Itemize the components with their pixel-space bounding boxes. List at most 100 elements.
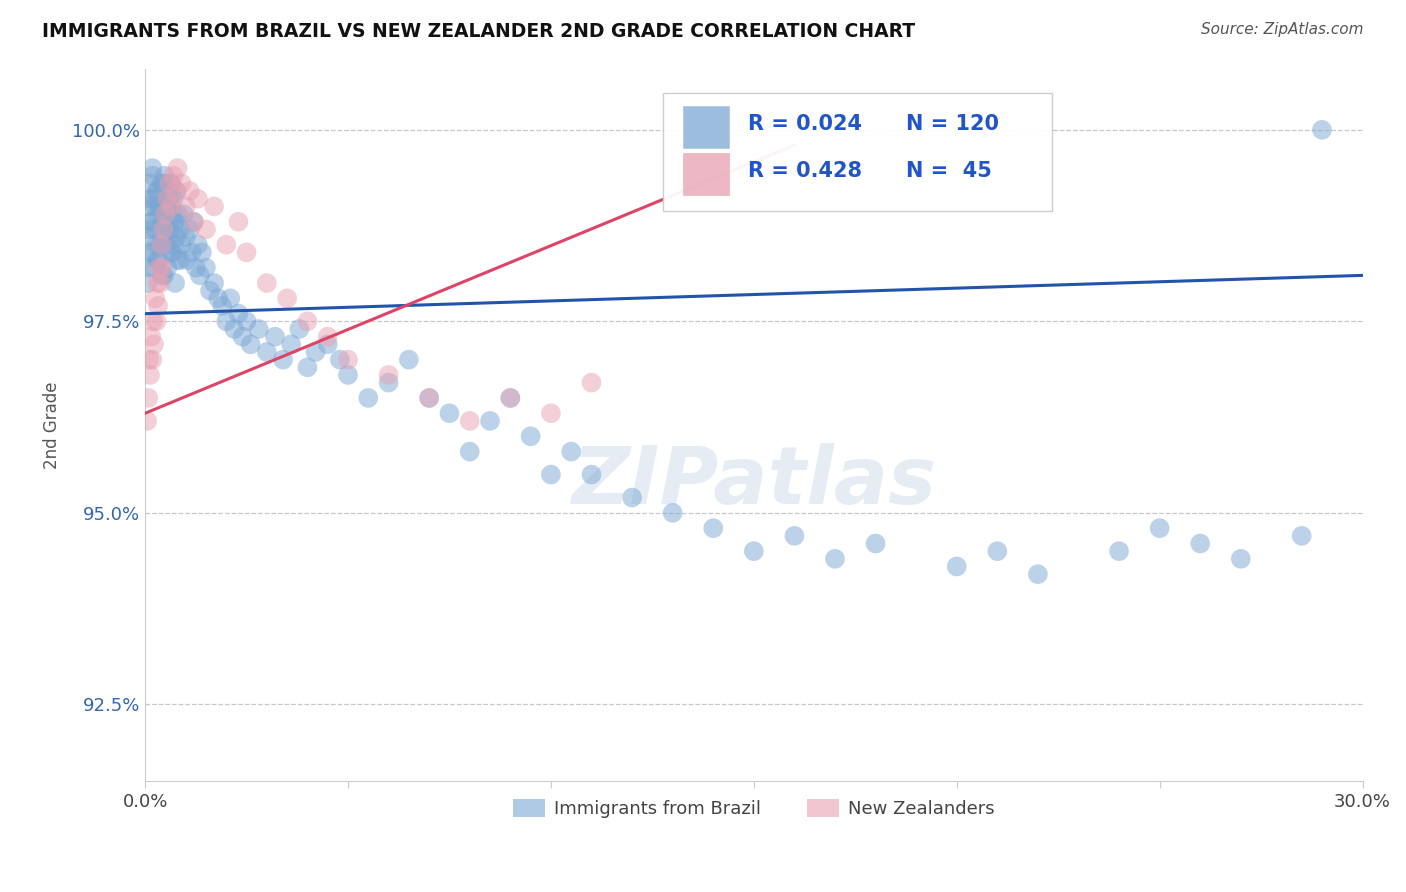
Point	[157, 192, 180, 206]
Point	[235, 245, 257, 260]
Point	[138, 199, 160, 213]
Point	[136, 414, 159, 428]
Point	[162, 245, 184, 260]
Point	[139, 368, 162, 382]
Point	[152, 215, 174, 229]
Point	[202, 276, 225, 290]
Point	[150, 260, 173, 275]
Point	[155, 207, 177, 221]
Point	[183, 215, 205, 229]
Point	[157, 192, 180, 206]
Point	[159, 222, 181, 236]
Point	[155, 207, 177, 221]
Point	[169, 222, 191, 236]
Point	[239, 337, 262, 351]
Point	[141, 215, 163, 229]
Point	[159, 177, 181, 191]
Point	[150, 268, 173, 283]
Point	[146, 207, 169, 221]
Point	[142, 260, 165, 275]
Point	[163, 237, 186, 252]
Point	[280, 337, 302, 351]
Point	[143, 222, 166, 236]
Text: N = 120: N = 120	[905, 114, 1000, 134]
Point	[742, 544, 765, 558]
Point	[177, 253, 200, 268]
Point	[986, 544, 1008, 558]
Point	[141, 215, 163, 229]
Point	[621, 491, 644, 505]
Point	[148, 260, 170, 275]
Point	[166, 184, 188, 198]
Point	[139, 177, 162, 191]
Point	[235, 314, 257, 328]
Point	[519, 429, 541, 443]
Point	[187, 237, 209, 252]
Point	[1291, 529, 1313, 543]
Point	[162, 169, 184, 183]
Point	[138, 391, 160, 405]
Point	[180, 245, 202, 260]
Point	[155, 199, 177, 213]
Point	[143, 199, 166, 213]
Point	[1310, 123, 1333, 137]
Point	[337, 352, 360, 367]
Point	[702, 521, 724, 535]
Point	[139, 192, 162, 206]
Point	[153, 169, 176, 183]
Point	[138, 245, 160, 260]
Point	[145, 184, 167, 198]
Point	[297, 314, 319, 328]
Point	[184, 260, 207, 275]
Point	[156, 260, 179, 275]
Point	[142, 314, 165, 328]
Point	[165, 276, 187, 290]
Point	[191, 245, 214, 260]
Text: IMMIGRANTS FROM BRAZIL VS NEW ZEALANDER 2ND GRADE CORRELATION CHART: IMMIGRANTS FROM BRAZIL VS NEW ZEALANDER …	[42, 22, 915, 41]
Point	[169, 253, 191, 268]
Point	[357, 391, 380, 405]
Legend: Immigrants from Brazil, New Zealanders: Immigrants from Brazil, New Zealanders	[506, 791, 1002, 825]
Point	[316, 329, 339, 343]
Bar	[683, 105, 730, 148]
Point	[540, 467, 562, 482]
Point	[152, 177, 174, 191]
Point	[166, 161, 188, 175]
Point	[160, 199, 183, 213]
Point	[228, 307, 250, 321]
Point	[271, 352, 294, 367]
Y-axis label: 2nd Grade: 2nd Grade	[44, 381, 60, 468]
Point	[141, 329, 163, 343]
Point	[138, 352, 160, 367]
Point	[337, 368, 360, 382]
Bar	[683, 153, 730, 195]
Point	[156, 237, 179, 252]
Text: Source: ZipAtlas.com: Source: ZipAtlas.com	[1201, 22, 1364, 37]
Point	[194, 260, 217, 275]
Point	[276, 291, 298, 305]
Point	[1108, 544, 1130, 558]
Point	[581, 376, 603, 390]
Point	[143, 192, 166, 206]
Point	[165, 184, 187, 198]
Point	[179, 184, 201, 198]
Point	[159, 222, 181, 236]
Point	[173, 207, 195, 221]
Point	[256, 345, 278, 359]
Point	[224, 322, 246, 336]
Point	[207, 291, 229, 305]
Point	[377, 368, 399, 382]
Point	[1026, 567, 1049, 582]
Point	[202, 199, 225, 213]
Point	[439, 406, 461, 420]
Point	[166, 253, 188, 268]
Point	[152, 222, 174, 236]
Point	[153, 268, 176, 283]
Point	[183, 215, 205, 229]
Point	[146, 253, 169, 268]
Point	[138, 230, 160, 244]
Point	[145, 314, 167, 328]
Point	[165, 215, 187, 229]
Point	[188, 268, 211, 283]
Point	[162, 192, 184, 206]
